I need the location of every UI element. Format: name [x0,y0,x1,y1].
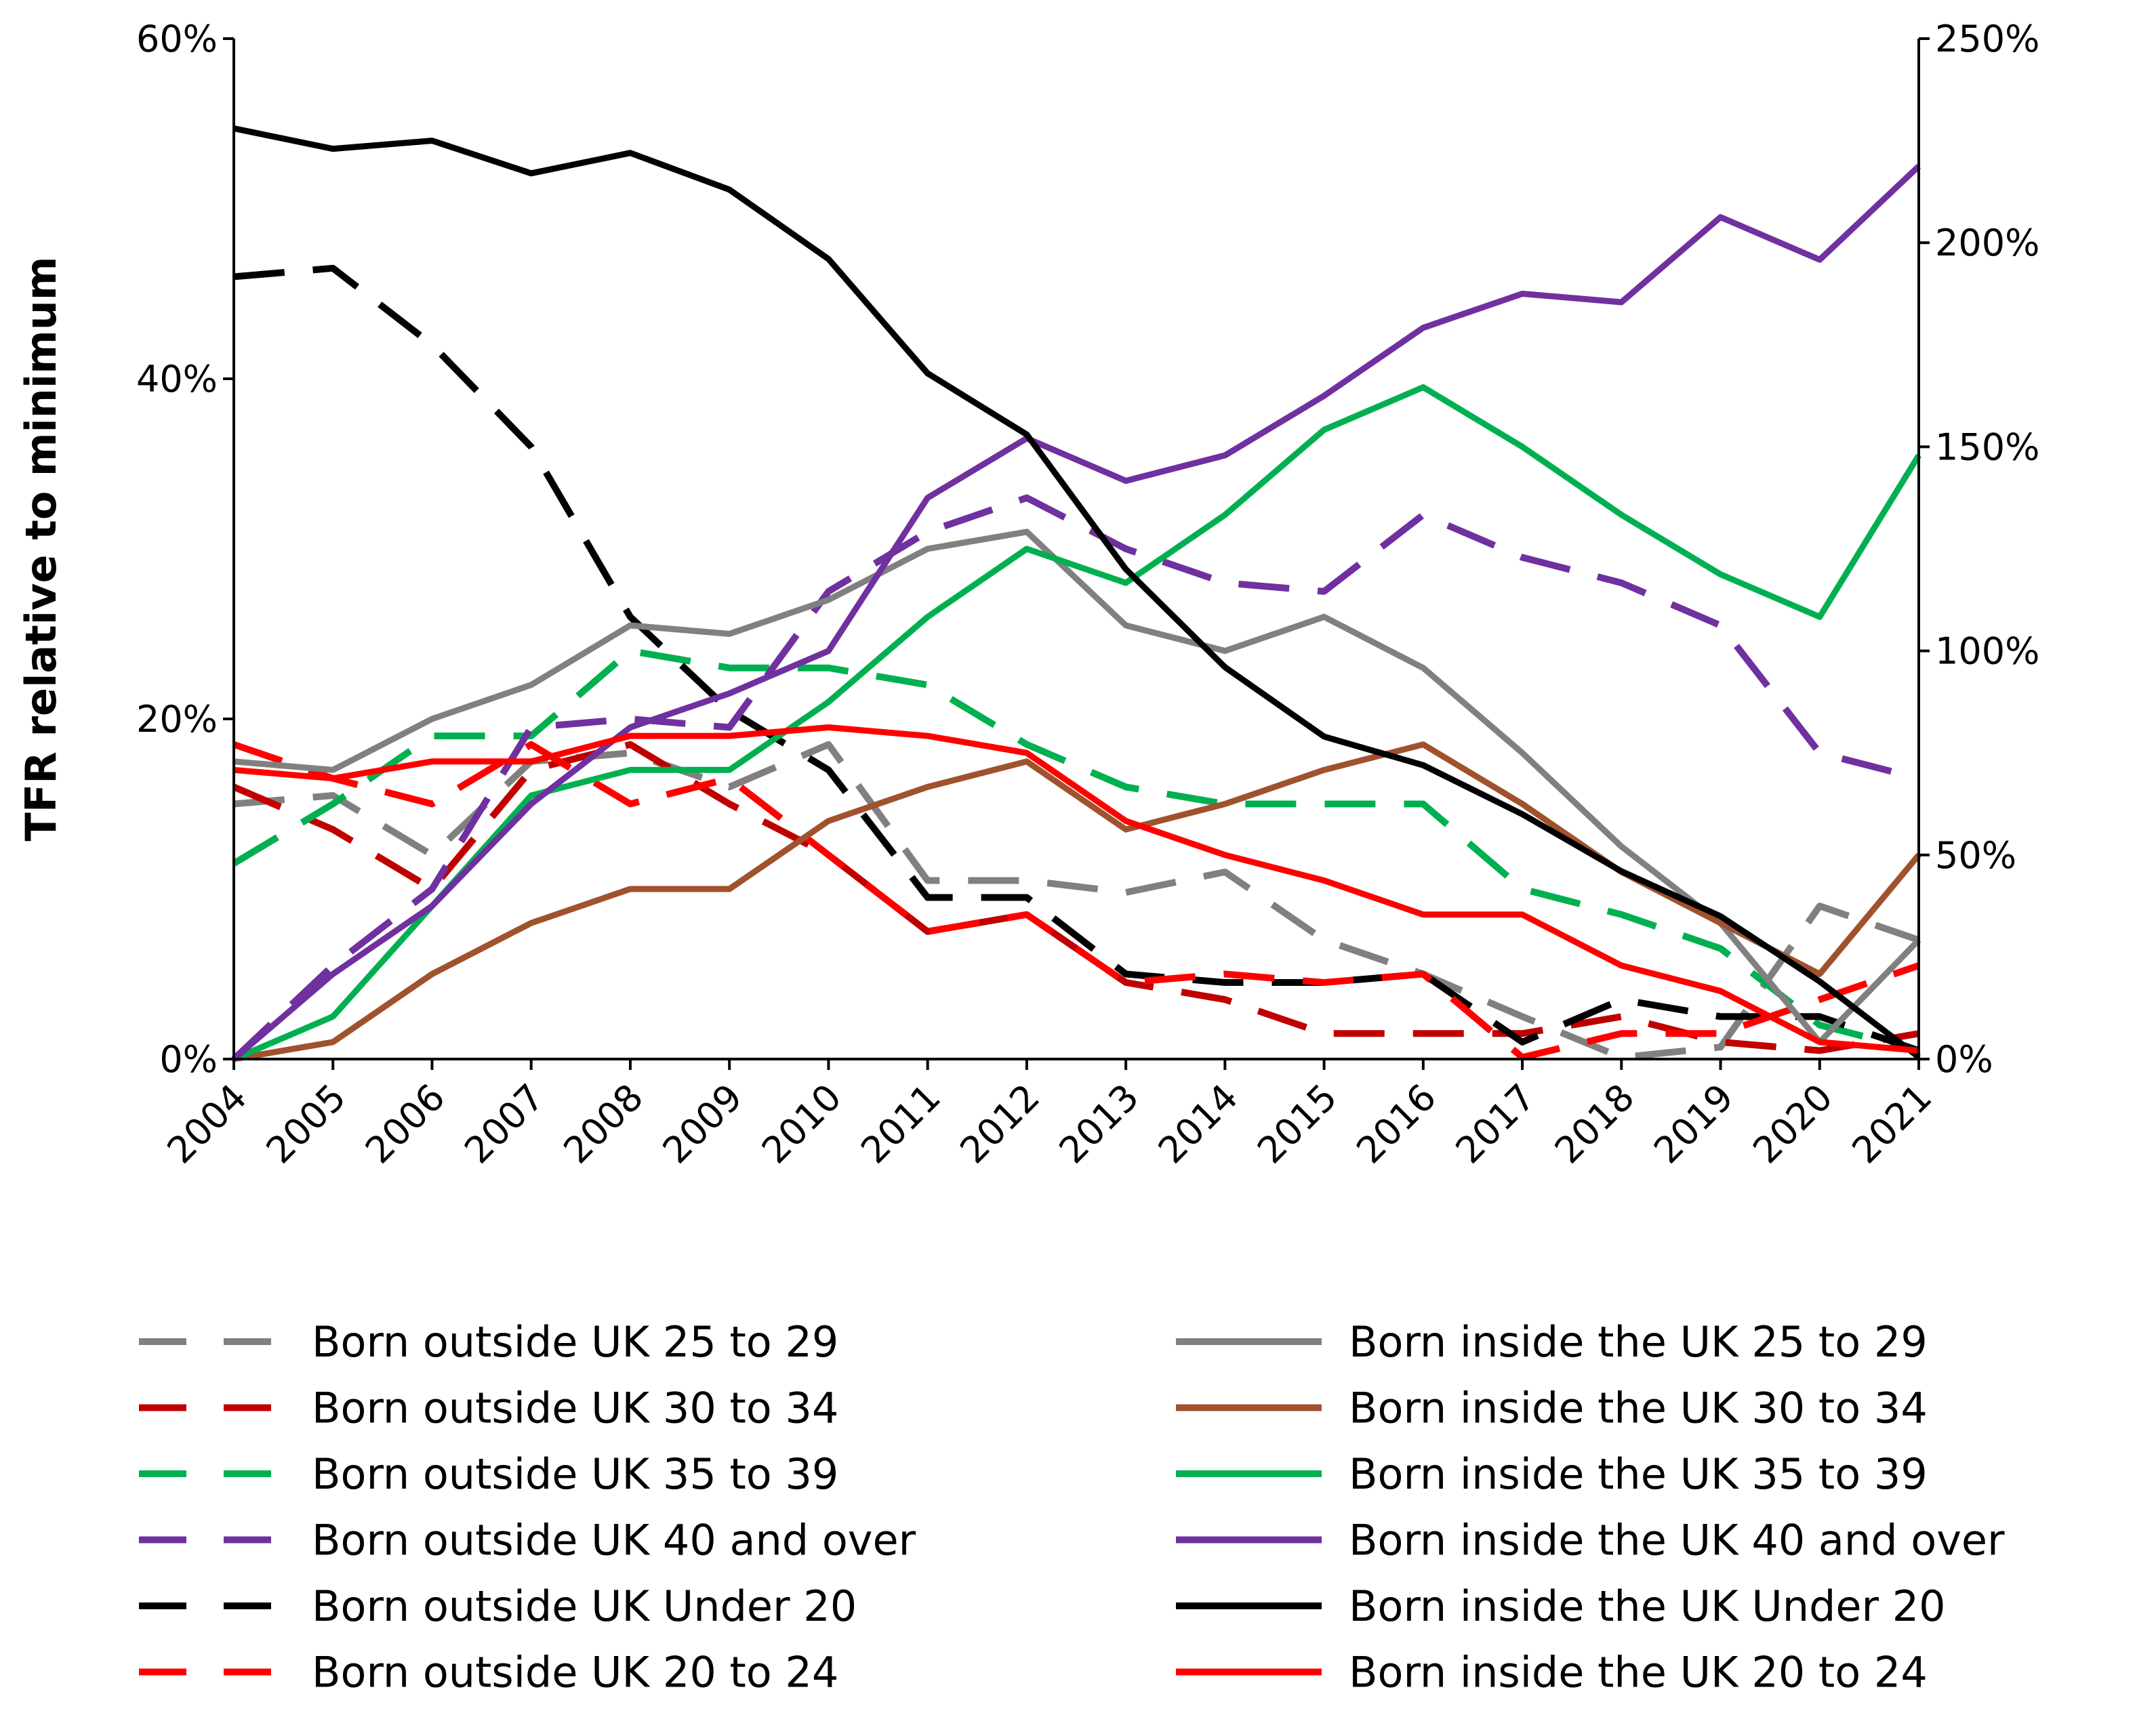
legend-label: Born inside the UK 25 to 29 [1349,1317,1928,1367]
x-tick-label: 2014 [1150,1076,1246,1172]
series-line-9 [232,164,1921,1062]
y-right-tick-label: 100% [1935,630,2039,673]
x-tick-label: 2017 [1448,1076,1544,1172]
series-line-11 [233,724,1919,1054]
x-tick-label: 2010 [754,1076,850,1172]
y-right-tick-label: 200% [1935,222,2039,264]
x-tick-label: 2021 [1844,1076,1940,1172]
x-tick-label: 2020 [1745,1076,1841,1172]
y-right-tick-label: 150% [1935,426,2039,468]
legend-label: Born outside UK 30 to 34 [312,1384,838,1433]
legend-label: Born outside UK 40 and over [312,1516,916,1565]
y-right-tick-label: 250% [1935,18,2039,60]
series-group [231,125,1921,1062]
y-left-tick-label: 20% [136,698,218,741]
series-line-5 [232,741,1920,1061]
legend-label: Born outside UK 20 to 24 [312,1648,838,1697]
x-tick-label: 2006 [357,1076,453,1172]
y-left-tick-label: 0% [159,1038,218,1081]
series-line-4 [233,264,1920,1054]
x-tick-label: 2016 [1348,1076,1444,1172]
legend-label: Born inside the UK 20 to 24 [1349,1648,1928,1697]
legend-label: Born inside the UK 40 and over [1349,1516,2005,1565]
x-tick-label: 2012 [952,1076,1048,1172]
x-tick-label: 2019 [1646,1076,1742,1172]
series-line-8 [232,384,1921,1062]
y-left-tick-label: 60% [136,18,218,60]
x-tick-label: 2015 [1249,1076,1345,1172]
ticks-group: 0% 20% 40% 60% 0% 50% 100% 150% 200% 250% 2004 2005… [136,18,2039,1172]
y-axis-title: TFR relative to minimum [16,256,66,841]
x-tick-label: 2005 [258,1076,354,1172]
x-tick-label: 2004 [159,1076,255,1172]
x-tick-label: 2018 [1547,1076,1643,1172]
series-line-2 [232,647,1920,1054]
y-left-tick-label: 40% [136,358,218,400]
x-tick-label: 2007 [456,1076,552,1172]
series-line-6 [233,529,1921,1046]
legend: Born outside UK 25 to 29 Born outside UK … [139,1317,2005,1697]
series-line-7 [233,741,1921,1062]
axes-group [232,39,1920,1060]
series-line-10 [233,125,1921,1060]
legend-label: Born outside UK 35 to 39 [312,1449,838,1499]
x-tick-label: 2013 [1051,1076,1147,1172]
series-line-0 [233,741,1920,1061]
x-tick-label: 2008 [555,1076,651,1172]
x-tick-label: 2011 [853,1076,949,1172]
y-right-tick-label: 50% [1935,834,2016,877]
series-line-3 [231,494,1920,1062]
legend-label: Born inside the UK 35 to 39 [1349,1449,1928,1499]
x-tick-label: 2009 [655,1076,751,1172]
legend-label: Born outside UK Under 20 [312,1581,857,1631]
legend-label: Born outside UK 25 to 29 [312,1317,838,1367]
legend-label: Born inside the UK Under 20 [1349,1581,1946,1631]
legend-label: Born inside the UK 30 to 34 [1349,1384,1928,1433]
y-right-tick-label: 0% [1935,1038,1993,1081]
